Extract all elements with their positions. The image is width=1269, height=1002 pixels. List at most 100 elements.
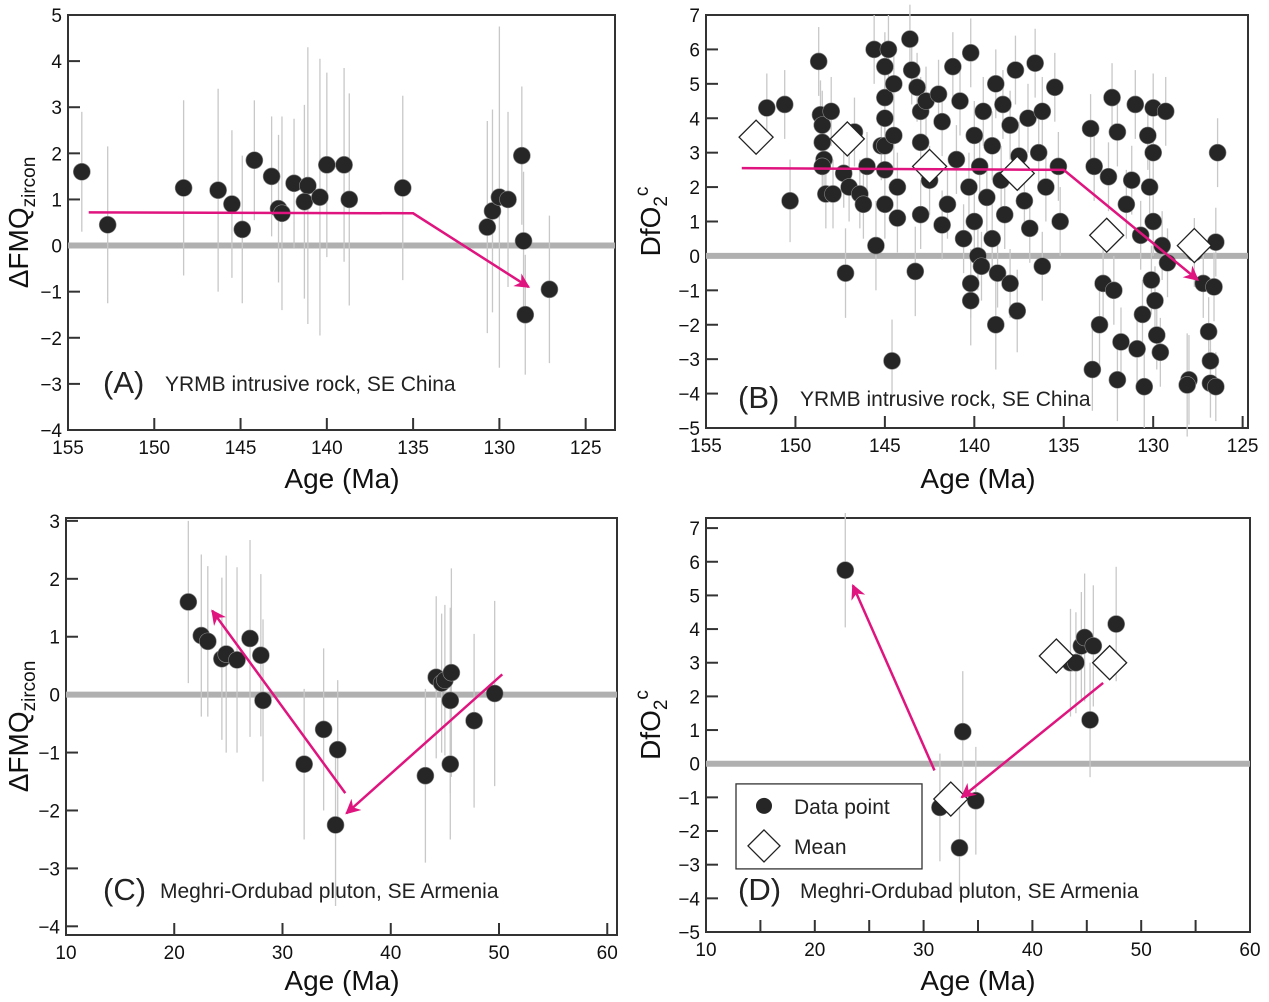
data-point [933, 112, 951, 131]
x-tick-label: 50 [1131, 940, 1152, 961]
data-point [972, 257, 991, 276]
panel-label: (A) [103, 365, 144, 400]
panel-A: 155 150 145 140 135 130 125 −4 −3 −2 −1 0 1 2 3 4 5 (A) YR… [3, 6, 616, 494]
data-point [1090, 315, 1109, 334]
data-point [967, 791, 985, 810]
data-point [1178, 376, 1196, 394]
y-tick-label: 4 [689, 109, 700, 130]
data-point [1122, 171, 1141, 189]
data-point [314, 720, 333, 739]
data-point [1001, 274, 1019, 293]
data-point [983, 136, 1002, 155]
data-point [933, 216, 951, 234]
trend-arrow [211, 609, 347, 794]
data-point [1026, 54, 1044, 72]
data-point [1084, 637, 1103, 655]
data-point [961, 291, 980, 310]
data-point [1001, 116, 1019, 134]
data-point [879, 40, 898, 59]
y-tick-label: −3 [40, 375, 62, 396]
x-tick-label: 150 [780, 436, 812, 457]
data-point [311, 188, 329, 206]
data-point [888, 209, 907, 227]
y-tick-label: 2 [49, 570, 60, 591]
data-point [947, 150, 966, 169]
data-point [1099, 167, 1118, 186]
data-point [199, 632, 217, 651]
y-label-ylabel_sub: zircon [19, 157, 40, 208]
data-point [209, 181, 227, 200]
y-tick-label: −4 [38, 917, 60, 938]
y-axis-label-text: DfO2c [632, 187, 672, 257]
data-point [73, 162, 91, 181]
x-axis-label: Age (Ma) [284, 965, 399, 996]
x-tick-label: 20 [164, 943, 185, 964]
panel-label: (C) [103, 872, 146, 907]
trend-arrow [741, 166, 1200, 281]
x-tick-label: 125 [1227, 436, 1259, 457]
y-axis-label: ΔFMQzircon [3, 661, 40, 793]
data-point [1051, 212, 1069, 231]
y-tick-label: −5 [678, 419, 700, 440]
data-point [179, 593, 198, 611]
data-point [1144, 143, 1162, 162]
x-tick-label: 30 [913, 940, 934, 961]
y-tick-label: 2 [689, 178, 700, 199]
data-point [318, 156, 336, 174]
plot-frame [67, 14, 616, 431]
data-point [499, 190, 517, 209]
data-point [983, 229, 1002, 248]
data-point [1142, 271, 1161, 289]
data-point [1133, 305, 1152, 324]
y-tick-label: 1 [689, 721, 700, 742]
y-tick-label: −4 [678, 385, 700, 406]
data-point [1135, 377, 1154, 396]
data-point [1083, 360, 1102, 379]
x-tick-label: 140 [958, 436, 990, 457]
data-point [988, 264, 1007, 282]
y-tick-label: −4 [40, 421, 62, 442]
data-point [326, 816, 345, 834]
mean-marker [999, 155, 1036, 192]
data-point [858, 157, 876, 176]
data-point [1156, 102, 1175, 121]
trend-arrow [851, 583, 936, 771]
y-tick-label: −2 [40, 329, 62, 350]
data-point [228, 651, 246, 669]
data-point [1117, 195, 1136, 214]
plot-frame [65, 517, 618, 936]
mean-marker [1088, 217, 1125, 254]
x-tick-label: 145 [225, 438, 257, 459]
data-point [1128, 340, 1146, 358]
data-point [1146, 291, 1164, 310]
data-point [340, 190, 359, 209]
data-point [836, 561, 855, 579]
trend-arrow [88, 211, 530, 289]
data-point [1158, 253, 1177, 272]
data-point [174, 179, 193, 197]
panel-B: 155 150 145 140 135 130 125 −5 −4 −3 −2 −1 0 1 2 3 4 5 6 7 (… [632, 4, 1259, 494]
y-label-ylabel_main: ΔFMQ [3, 711, 34, 792]
y-axis-label-text: ΔFMQzircon [3, 157, 40, 289]
data-point [965, 126, 984, 145]
data-point [441, 755, 460, 773]
data-point [478, 218, 497, 236]
data-point [223, 195, 241, 213]
data-point [876, 57, 894, 76]
data-point [1112, 333, 1130, 351]
y-tick-label: −5 [678, 923, 700, 944]
data-point [911, 133, 930, 152]
y-label-ylabel_main: DfO [635, 710, 666, 760]
plot-frame [705, 517, 1251, 933]
y-tick-label: −2 [678, 316, 700, 337]
data-point [540, 280, 559, 299]
data-point [775, 95, 794, 114]
y-label-ylabel_sup: c [632, 187, 653, 197]
data-point [254, 691, 272, 710]
y-tick-label: −1 [38, 744, 60, 765]
y-tick-label: 0 [689, 755, 700, 776]
panel-D: 10 20 30 40 50 60 −5 −4 −3 −2 −1 0 1 2 3 4 5 6 7 (D) Meghri-… [632, 512, 1261, 996]
data-point [295, 192, 314, 211]
data-point [1107, 615, 1125, 633]
